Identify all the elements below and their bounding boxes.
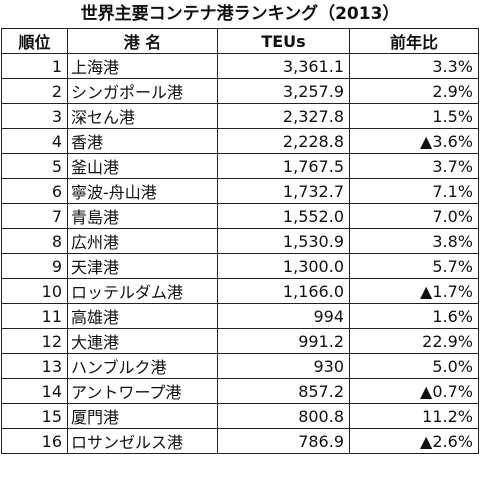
teu-cell: 800.8	[217, 403, 350, 429]
table-row: 10 ロッテルダム港 1,166.0 ▲1.7%	[1, 278, 479, 304]
teu-cell: 991.2	[217, 328, 350, 354]
table-row: 4 香港 2,228.8 ▲3.6%	[1, 128, 479, 154]
growth-cell: 7.1%	[349, 178, 479, 204]
teu-cell: 786.9	[217, 428, 350, 454]
port-name-cell: ロサンゼルス港	[67, 428, 218, 454]
rank-cell: 11	[1, 303, 68, 329]
table-row: 11 高雄港 994 1.6%	[1, 303, 479, 329]
table-row: 16 ロサンゼルス港 786.9 ▲2.6%	[1, 428, 479, 454]
table-row: 6 寧波-舟山港 1,732.7 7.1%	[1, 178, 479, 204]
growth-cell: 2.9%	[349, 78, 479, 104]
teu-cell: 2,327.8	[217, 103, 350, 129]
growth-cell: ▲3.6%	[349, 128, 479, 154]
growth-cell: 22.9%	[349, 328, 479, 354]
rank-cell: 5	[1, 153, 68, 179]
port-name-cell: ロッテルダム港	[67, 278, 218, 304]
rank-cell: 7	[1, 203, 68, 229]
teu-cell: 2,228.8	[217, 128, 350, 154]
table-title: 世界主要コンテナ港ランキング（2013）	[80, 4, 400, 24]
header-growth: 前年比	[349, 28, 479, 54]
growth-cell: 7.0%	[349, 203, 479, 229]
rank-cell: 3	[1, 103, 68, 129]
table-row: 3 深セん港 2,327.8 1.5%	[1, 103, 479, 129]
port-name-cell: 広州港	[67, 228, 218, 254]
rank-cell: 12	[1, 328, 68, 354]
growth-cell: 3.8%	[349, 228, 479, 254]
growth-cell: 5.0%	[349, 353, 479, 379]
growth-cell: ▲2.6%	[349, 428, 479, 454]
rank-cell: 8	[1, 228, 68, 254]
port-name-cell: 天津港	[67, 253, 218, 279]
port-name-cell: ハンブルク港	[67, 353, 218, 379]
growth-cell: 1.6%	[349, 303, 479, 329]
growth-cell: ▲1.7%	[349, 278, 479, 304]
header-teu: TEUs	[217, 28, 350, 54]
table-row: 5 釜山港 1,767.5 3.7%	[1, 153, 479, 179]
growth-cell: 3.3%	[349, 53, 479, 79]
teu-cell: 930	[217, 353, 350, 379]
table-row: 7 青島港 1,552.0 7.0%	[1, 203, 479, 229]
header-row: 順位 港 名 TEUs 前年比	[1, 28, 479, 54]
growth-cell: ▲0.7%	[349, 378, 479, 404]
teu-cell: 3,257.9	[217, 78, 350, 104]
growth-cell: 1.5%	[349, 103, 479, 129]
port-name-cell: 釜山港	[67, 153, 218, 179]
rank-cell: 14	[1, 378, 68, 404]
teu-cell: 994	[217, 303, 350, 329]
table-row: 15 厦門港 800.8 11.2%	[1, 403, 479, 429]
growth-cell: 5.7%	[349, 253, 479, 279]
rank-cell: 2	[1, 78, 68, 104]
header-port: 港 名	[67, 28, 218, 54]
teu-cell: 1,530.9	[217, 228, 350, 254]
port-name-cell: 青島港	[67, 203, 218, 229]
table-row: 12 大連港 991.2 22.9%	[1, 328, 479, 354]
growth-cell: 3.7%	[349, 153, 479, 179]
teu-cell: 857.2	[217, 378, 350, 404]
teu-cell: 1,552.0	[217, 203, 350, 229]
table-row: 9 天津港 1,300.0 5.7%	[1, 253, 479, 279]
port-name-cell: 上海港	[67, 53, 218, 79]
rank-cell: 4	[1, 128, 68, 154]
rank-cell: 9	[1, 253, 68, 279]
teu-cell: 1,732.7	[217, 178, 350, 204]
header-rank: 順位	[1, 28, 68, 54]
rank-cell: 1	[1, 53, 68, 79]
port-ranking-table: 順位 港 名 TEUs 前年比 1 上海港 3,361.1 3.3% 2 シンガポール港 3…	[1, 28, 479, 454]
teu-cell: 1,300.0	[217, 253, 350, 279]
table-row: 2 シンガポール港 3,257.9 2.9%	[1, 78, 479, 104]
rank-cell: 10	[1, 278, 68, 304]
table-row: 13 ハンブルク港 930 5.0%	[1, 353, 479, 379]
port-name-cell: 香港	[67, 128, 218, 154]
port-name-cell: 厦門港	[67, 403, 218, 429]
rank-cell: 16	[1, 428, 68, 454]
port-name-cell: 大連港	[67, 328, 218, 354]
teu-cell: 1,166.0	[217, 278, 350, 304]
teu-cell: 1,767.5	[217, 153, 350, 179]
port-name-cell: 高雄港	[67, 303, 218, 329]
table-row: 8 広州港 1,530.9 3.8%	[1, 228, 479, 254]
growth-cell: 11.2%	[349, 403, 479, 429]
rank-cell: 13	[1, 353, 68, 379]
port-name-cell: 深セん港	[67, 103, 218, 129]
port-name-cell: アントワープ港	[67, 378, 218, 404]
port-name-cell: 寧波-舟山港	[67, 178, 218, 204]
teu-cell: 3,361.1	[217, 53, 350, 79]
rank-cell: 15	[1, 403, 68, 429]
table-row: 14 アントワープ港 857.2 ▲0.7%	[1, 378, 479, 404]
table-row: 1 上海港 3,361.1 3.3%	[1, 53, 479, 79]
port-name-cell: シンガポール港	[67, 78, 218, 104]
rank-cell: 6	[1, 178, 68, 204]
